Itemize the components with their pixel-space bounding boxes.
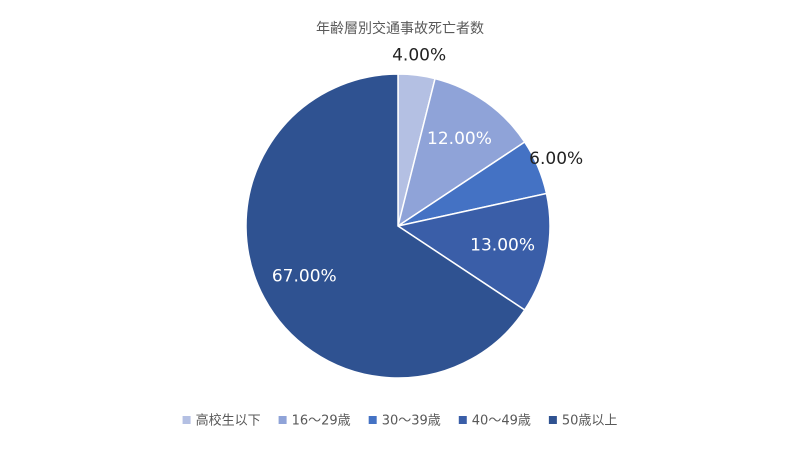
pie-slice [396,192,551,311]
legend-label: 40～49歳 [472,414,531,429]
legend-swatch [458,416,467,424]
data-label: 4.00% [392,46,446,66]
data-label: 13.00% [470,236,535,256]
legend-swatch [368,416,377,424]
legend-label: 30～39歳 [382,414,441,429]
chart-title: 年齢層別交通事故死亡者数 [316,20,484,37]
pie-slice [396,77,526,228]
legend-swatch [548,416,557,424]
legend-swatch [278,416,287,424]
data-label: 67.00% [272,266,337,286]
legend-label: 高校生以下 [196,413,261,429]
data-label: 6.00% [529,149,583,169]
legend-swatch [182,416,191,424]
pie-slice [245,73,526,379]
legend-label: 50歳以上 [562,414,618,429]
legend-label: 16～29歳 [292,414,351,429]
data-label: 12.00% [427,129,492,149]
